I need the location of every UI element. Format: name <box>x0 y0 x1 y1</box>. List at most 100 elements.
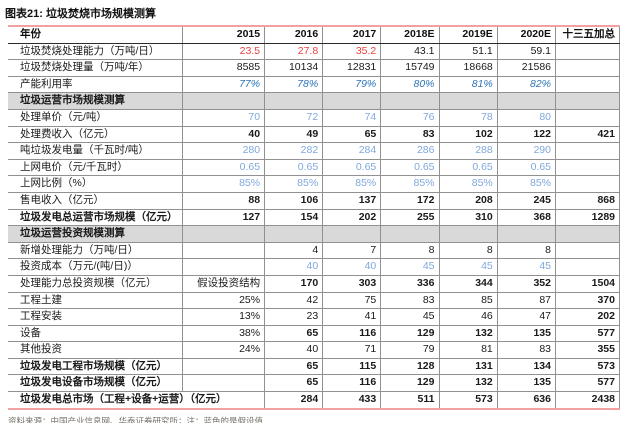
cell <box>555 175 620 193</box>
cell: 1289 <box>555 209 620 227</box>
table-row: 垃圾发电总市场（工程+设备+运营）（亿元） 284 433 511 573 636 2438 <box>8 391 620 410</box>
cell <box>555 92 620 110</box>
cell: 77% <box>181 76 265 94</box>
cell: 40 <box>264 341 323 359</box>
cell: 65 <box>264 374 323 393</box>
column-header: 2015 <box>181 26 265 44</box>
row-label: 垃圾焚烧处理能力（万吨/日） <box>8 43 182 61</box>
cell: 45 <box>380 308 439 326</box>
cell: 368 <box>496 209 556 227</box>
cell: 577 <box>555 325 620 343</box>
cell: 87 <box>496 292 556 310</box>
cell <box>555 225 620 243</box>
cell: 280 <box>181 142 265 160</box>
table-row: 设备 38% 65 116 129 132 135 577 <box>8 325 620 343</box>
cell: 0.65 <box>322 159 381 177</box>
cell: 122 <box>496 126 556 144</box>
cell: 102 <box>438 126 498 144</box>
cell: 2438 <box>555 391 620 410</box>
table-row: 新增处理能力（万吨/日） 4 7 8 8 8 <box>8 242 620 260</box>
cell: 8 <box>438 242 498 260</box>
section-title: 垃圾运营市场规模测算 <box>8 92 182 110</box>
cell: 85 <box>438 292 498 310</box>
table-row: 垃圾发电工程市场规模（亿元） 65 115 128 131 134 573 <box>8 358 620 376</box>
cell: 868 <box>555 192 620 210</box>
cell: 59.1 <box>496 43 556 61</box>
cell: 43.1 <box>380 43 439 61</box>
cell: 577 <box>555 374 620 393</box>
cell: 79 <box>380 341 439 359</box>
column-header: 十三五加总 <box>555 26 620 44</box>
cell: 13% <box>181 308 265 326</box>
cell: 290 <box>496 142 556 160</box>
cell: 131 <box>438 358 498 376</box>
table-row: 产能利用率 77% 78% 79% 80% 81% 82% <box>8 76 620 94</box>
cell: 27.8 <box>264 43 323 61</box>
cell: 80 <box>496 109 556 127</box>
table-row: 处理费收入（亿元） 40 49 65 83 102 122 421 <box>8 126 620 144</box>
cell: 49 <box>264 126 323 144</box>
cell: 636 <box>496 391 556 410</box>
cell: 38% <box>181 325 265 343</box>
cell: 135 <box>496 325 556 343</box>
cell: 79% <box>322 76 381 94</box>
cell: 65 <box>264 325 323 343</box>
cell: 282 <box>264 142 323 160</box>
cell: 85% <box>438 175 498 193</box>
cell <box>181 225 265 243</box>
cell: 8 <box>380 242 439 260</box>
row-label: 垃圾焚烧处理量（万吨/年） <box>8 59 182 77</box>
cell: 24% <box>181 341 265 359</box>
cell <box>555 76 620 94</box>
table-row: 处理单价（元/吨） 70 72 74 76 78 80 <box>8 109 620 127</box>
cell: 23 <box>264 308 323 326</box>
cell: 74 <box>322 109 381 127</box>
cell: 45 <box>496 258 556 276</box>
cell: 47 <box>496 308 556 326</box>
cell <box>496 225 556 243</box>
cell: 76 <box>380 109 439 127</box>
column-header: 2018E <box>380 26 439 44</box>
cell: 284 <box>322 142 381 160</box>
cell: 1504 <box>555 275 620 293</box>
cell: 15749 <box>380 59 439 77</box>
cell: 65 <box>264 358 323 376</box>
row-label: 垃圾发电总市场（工程+设备+运营）（亿元） <box>8 391 265 410</box>
cell: 4 <box>264 242 323 260</box>
column-header: 2017 <box>322 26 381 44</box>
row-label: 垃圾发电总运营市场规模（亿元） <box>8 209 182 227</box>
cell: 65 <box>322 126 381 144</box>
cell: 106 <box>264 192 323 210</box>
market-size-table: 年份 2015 2016 2017 2018E 2019E 2020E 十三五加总 垃圾焚烧处… <box>8 25 620 410</box>
cell: 83 <box>380 292 439 310</box>
cell: 128 <box>380 358 439 376</box>
cell <box>181 374 265 393</box>
row-label: 其他投资 <box>8 341 182 359</box>
cell: 170 <box>264 275 323 293</box>
cell: 85% <box>181 175 265 193</box>
cell: 78% <box>264 76 323 94</box>
cell: 18668 <box>438 59 498 77</box>
cell: 8585 <box>181 59 265 77</box>
table-row: 处理能力总投资规模（亿元） 假设投资结构 170 303 336 344 352 1504 <box>8 275 620 293</box>
table-row: 垃圾焚烧处理量（万吨/年） 8585 10134 12831 15749 18668 215… <box>8 59 620 77</box>
cell: 85% <box>264 175 323 193</box>
cell: 71 <box>322 341 381 359</box>
table-row: 其他投资 24% 40 71 79 81 83 355 <box>8 341 620 359</box>
cell: 135 <box>496 374 556 393</box>
cell: 116 <box>322 325 381 343</box>
cell <box>555 142 620 160</box>
cell: 23.5 <box>181 43 265 61</box>
cell: 370 <box>555 292 620 310</box>
cell <box>181 242 265 260</box>
cell: 116 <box>322 374 381 393</box>
cell: 12831 <box>322 59 381 77</box>
cell: 83 <box>496 341 556 359</box>
cell: 51.1 <box>438 43 498 61</box>
cell: 129 <box>380 325 439 343</box>
section-title: 垃圾运营投资规模测算 <box>8 225 182 243</box>
cell <box>555 159 620 177</box>
row-label: 处理单价（元/吨） <box>8 109 182 127</box>
table-row: 售电收入（亿元） 88 106 137 172 208 245 868 <box>8 192 620 210</box>
cell: 45 <box>380 258 439 276</box>
